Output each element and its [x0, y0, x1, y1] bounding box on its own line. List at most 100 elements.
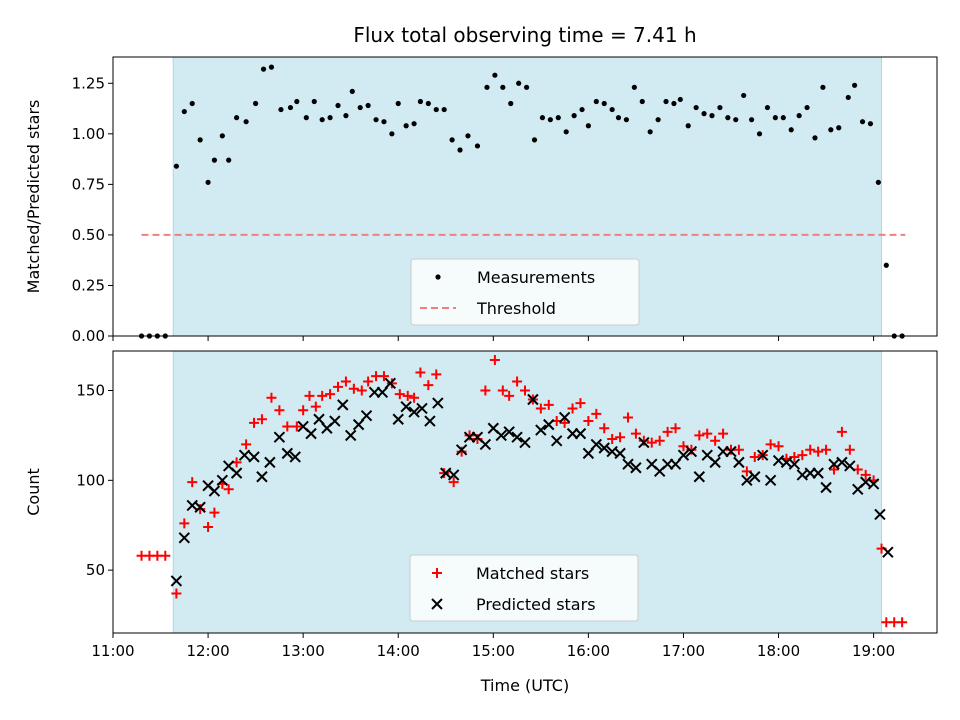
data-point	[875, 179, 881, 185]
data-point	[693, 471, 706, 483]
data-point	[701, 111, 707, 117]
data-point	[425, 100, 431, 107]
data-point	[287, 104, 294, 111]
data-point	[211, 157, 218, 163]
data-point	[508, 100, 514, 107]
data-point	[223, 484, 234, 495]
data-point	[623, 117, 630, 123]
data-point	[423, 380, 434, 391]
data-point	[796, 113, 802, 119]
data-point	[579, 106, 585, 113]
plot-frame	[112, 56, 938, 337]
data-point	[631, 84, 637, 90]
data-point	[424, 415, 436, 427]
data-point	[264, 456, 276, 469]
data-point	[593, 98, 599, 105]
data-point	[504, 390, 515, 401]
data-point	[535, 403, 546, 414]
bottom-panel-count-plot: 50 100 150 11:00 12:00 13:00 14:00 15:00 16:00 17…	[24, 350, 938, 695]
data-point	[303, 115, 309, 121]
data-point	[883, 262, 889, 268]
data-point	[543, 399, 554, 410]
data-point	[205, 179, 211, 185]
data-point	[598, 442, 610, 454]
data-point	[741, 92, 747, 99]
data-point	[693, 104, 699, 111]
data-point	[495, 429, 507, 442]
data-point	[305, 427, 317, 440]
legend-marker	[431, 598, 443, 610]
data-point	[402, 390, 413, 401]
x-tick-label: 14:00	[377, 642, 420, 660]
data-point	[828, 127, 834, 133]
data-point	[812, 467, 824, 479]
legend-box	[409, 554, 639, 622]
data-point	[492, 72, 498, 78]
data-point	[278, 106, 284, 113]
data-point	[378, 371, 389, 382]
data-point	[479, 438, 492, 451]
data-point	[836, 426, 847, 437]
data-point	[282, 421, 293, 432]
y-tick-label: 0.00	[72, 327, 105, 345]
data-point	[289, 451, 301, 463]
data-point	[464, 430, 475, 441]
data-point	[614, 447, 626, 460]
data-point	[638, 435, 649, 446]
data-point	[160, 550, 171, 561]
data-point	[590, 438, 603, 451]
data-point	[226, 157, 232, 163]
data-point	[844, 460, 856, 472]
legend-marker	[432, 568, 442, 578]
data-point	[344, 429, 357, 442]
data-point	[411, 121, 417, 127]
data-point	[381, 119, 387, 125]
data-point	[187, 477, 198, 488]
x-tick-label: 15:00	[472, 642, 515, 660]
data-point	[266, 392, 277, 403]
data-point	[615, 115, 622, 121]
data-point	[503, 426, 515, 438]
top-panel-ratio-plot: 0.00 0.25 0.50 0.75 1.00 1.25 Flux total obser…	[24, 23, 938, 345]
data-point	[439, 468, 450, 479]
legend: Measurements Threshold	[410, 258, 640, 326]
data-point	[389, 131, 395, 137]
series-matched-stars	[136, 354, 908, 628]
data-point	[230, 467, 243, 479]
x-tick-label: 18:00	[757, 642, 800, 660]
y-tick-label: 50	[86, 561, 105, 579]
data-point	[709, 456, 721, 469]
data-point	[241, 439, 252, 450]
data-point	[273, 431, 286, 443]
data-point	[249, 417, 260, 428]
data-point	[337, 399, 349, 411]
data-point	[804, 104, 810, 111]
data-point	[550, 435, 563, 447]
data-point	[574, 427, 587, 440]
data-point	[256, 414, 267, 425]
data-point	[670, 423, 681, 434]
data-point	[820, 84, 826, 90]
data-point	[531, 137, 538, 143]
data-point	[409, 392, 420, 403]
x-tick-label: 13:00	[282, 642, 325, 660]
data-point	[867, 478, 880, 490]
data-point	[310, 401, 321, 412]
data-point	[733, 444, 744, 455]
data-point	[268, 64, 275, 70]
data-point	[539, 115, 546, 121]
data-point	[243, 119, 249, 125]
data-point	[836, 456, 848, 469]
y-tick-label: 0.50	[72, 226, 105, 244]
data-point	[567, 403, 578, 414]
x-tick-label: 19:00	[852, 642, 895, 660]
y-tick-label: 1.00	[72, 125, 105, 143]
data-point	[585, 123, 591, 129]
data-point	[749, 471, 761, 483]
data-point	[448, 477, 459, 488]
data-point	[260, 66, 267, 72]
data-point	[325, 389, 336, 400]
data-point	[543, 418, 555, 431]
legend-box	[410, 258, 640, 326]
